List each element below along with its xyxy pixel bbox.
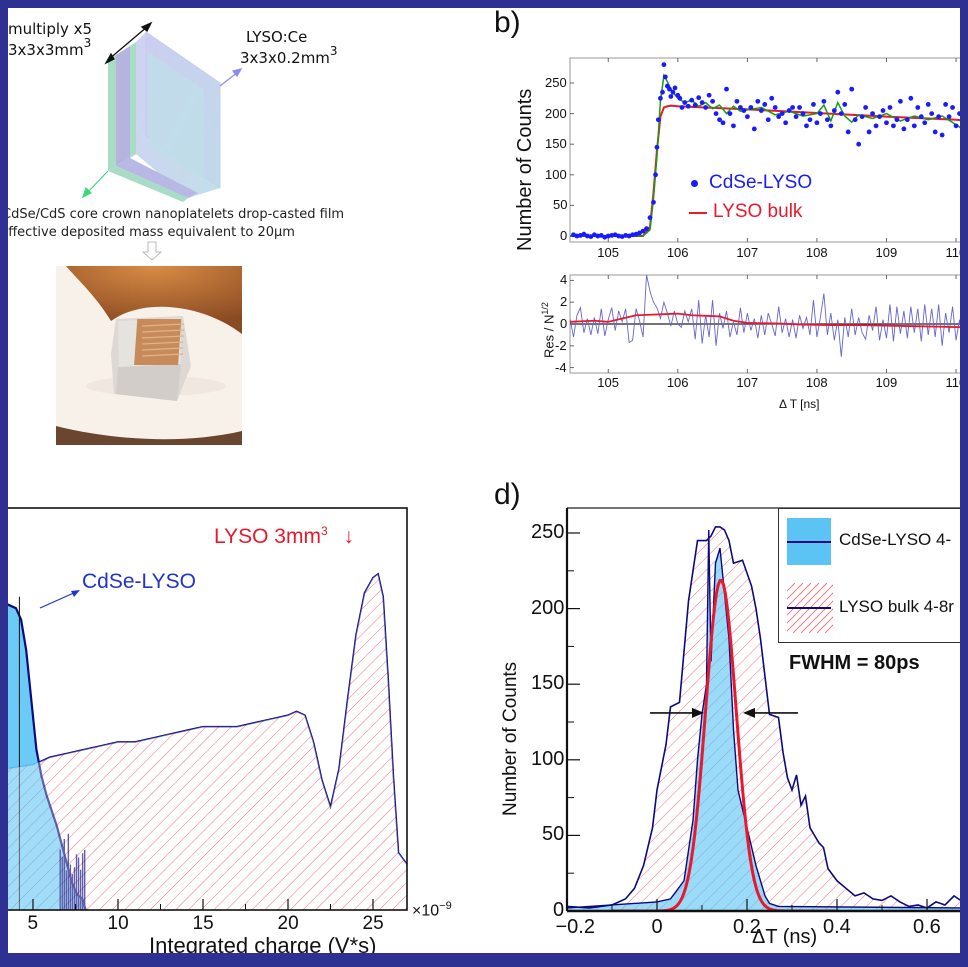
legend-line-icon: [787, 541, 831, 543]
fwhm-annotation: FWHM = 80ps: [789, 652, 920, 675]
chart-d-legend: CdSe-LYSO 4- LYSO bulk 4-8r: [778, 508, 960, 643]
legend-label-lyso: LYSO bulk 4-8r: [839, 597, 954, 617]
chart-d-x-tick-label: 0: [652, 916, 663, 939]
figure-canvas: multiply x5 3x3x3mm3 LYSO:Ce 3x3x0.2mm3 …: [8, 8, 960, 953]
chart-d-y-axis-label: Number of Counts: [500, 662, 522, 816]
chart-d: [8, 8, 960, 953]
chart-d-x-axis-label: ΔT (ns): [752, 926, 817, 949]
chart-d-y-tick-label: 250: [531, 521, 564, 544]
legend-label-cdse: CdSe-LYSO 4-: [839, 530, 951, 550]
chart-d-y-tick-label: 200: [531, 597, 564, 620]
chart-d-y-tick-label: 100: [531, 748, 564, 771]
chart-d-y-tick-label: 50: [542, 823, 564, 846]
legend-swatch-cdse: [787, 518, 831, 565]
chart-d-x-tick-label: −0.2: [556, 916, 595, 939]
legend-swatch-lyso: [787, 583, 833, 633]
chart-d-y-tick-label: 150: [531, 672, 564, 695]
chart-d-x-tick-label: 0.6: [913, 916, 941, 939]
chart-d-x-tick-label: 0.4: [823, 916, 851, 939]
